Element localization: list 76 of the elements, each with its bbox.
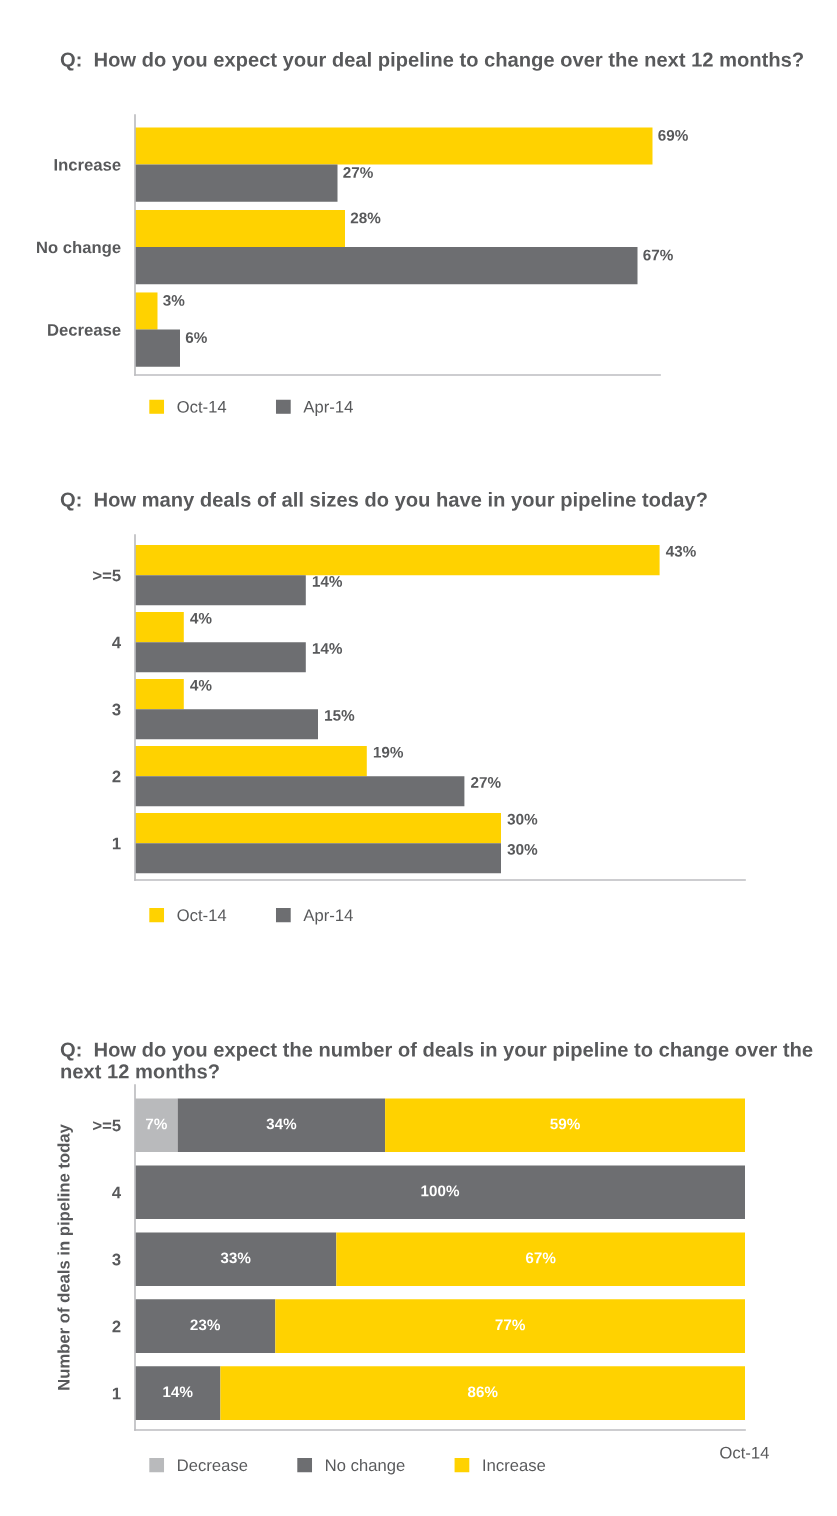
bar: [135, 209, 345, 248]
y-tick-label: >=5: [93, 1119, 121, 1132]
data-label: 6%: [185, 332, 207, 343]
y-axis-title: Number of deals in pipeline today: [57, 1124, 73, 1390]
chart-title: Q: How do you expect your deal pipeline to change over the next 12 months?: [60, 52, 803, 71]
data-label: 7%: [145, 1118, 167, 1130]
bar: [135, 292, 158, 330]
bar: [177, 1098, 386, 1152]
bar: [135, 164, 338, 202]
data-label: 34%: [266, 1118, 297, 1130]
legend-label: Oct-14: [177, 909, 227, 922]
y-tick-label: 4: [112, 636, 122, 649]
y-tick-label: No change: [37, 241, 121, 257]
bar: [135, 776, 465, 807]
legend-label: Apr-14: [303, 909, 353, 925]
data-label: 4%: [190, 612, 212, 624]
y-tick-label: 1: [112, 1387, 121, 1400]
text: Oct-14: [720, 1446, 769, 1459]
data-label: 15%: [325, 710, 355, 721]
data-label: 77%: [495, 1319, 526, 1331]
data-label: 14%: [312, 643, 343, 654]
bar: [135, 329, 180, 367]
bar: [135, 612, 184, 643]
bar: [135, 843, 501, 874]
legend-label: Apr-14: [303, 401, 353, 417]
bar: [135, 1232, 337, 1286]
legend-label: Increase: [483, 1459, 546, 1472]
bar: [135, 642, 306, 673]
legend-label: Decrease: [178, 1459, 248, 1472]
y-tick-label: Increase: [54, 159, 121, 171]
bar: [135, 1299, 276, 1353]
y-tick-label: 3: [112, 703, 121, 716]
bar: [135, 679, 184, 710]
chart-title: Q: How many deals of all sizes do you have in your pipeline today?: [60, 492, 707, 511]
legend-label: Oct-14: [177, 400, 227, 413]
y-tick-label: 1: [112, 837, 121, 850]
data-label: 33%: [220, 1252, 251, 1264]
legend-label: No change: [326, 1458, 405, 1475]
y-tick-label: 4: [112, 1186, 122, 1199]
data-label: 19%: [373, 746, 404, 758]
bar: [220, 1366, 745, 1420]
bar: [135, 575, 306, 606]
data-label: 30%: [507, 843, 538, 855]
bar: [135, 1165, 745, 1219]
y-tick-label: >=5: [93, 569, 121, 582]
bar: [135, 746, 367, 777]
data-label: 23%: [190, 1319, 221, 1331]
data-label: 14%: [312, 576, 343, 587]
data-label: 28%: [350, 212, 381, 224]
data-label: 67%: [643, 249, 673, 261]
data-label: 4%: [190, 679, 212, 691]
y-tick-label: Decrease: [48, 324, 121, 336]
bar: [336, 1232, 745, 1286]
bar: [135, 127, 653, 165]
bar: [275, 1299, 745, 1353]
data-label: 14%: [163, 1386, 193, 1398]
data-label: 67%: [525, 1252, 556, 1264]
bar: [135, 545, 660, 576]
data-label: 3%: [163, 295, 185, 306]
bar: [135, 709, 318, 740]
data-label: 43%: [665, 545, 696, 557]
data-label: 59%: [550, 1118, 580, 1130]
chart-title: Q: How do you expect the number of deals in your pipeline to change over the next 12 months?: [60, 1042, 813, 1079]
data-label: 27%: [343, 167, 373, 178]
data-label: 86%: [467, 1386, 498, 1398]
y-tick-label: 2: [112, 770, 121, 783]
data-label: 30%: [507, 813, 538, 825]
bar: [135, 247, 638, 285]
y-tick-label: 3: [112, 1253, 121, 1266]
y-tick-label: 2: [112, 1320, 121, 1333]
bar: [135, 1366, 221, 1420]
data-label: 100%: [421, 1185, 460, 1197]
bar: [135, 813, 501, 844]
data-label: 27%: [471, 776, 501, 788]
bar: [385, 1098, 745, 1152]
data-label: 69%: [658, 129, 688, 141]
